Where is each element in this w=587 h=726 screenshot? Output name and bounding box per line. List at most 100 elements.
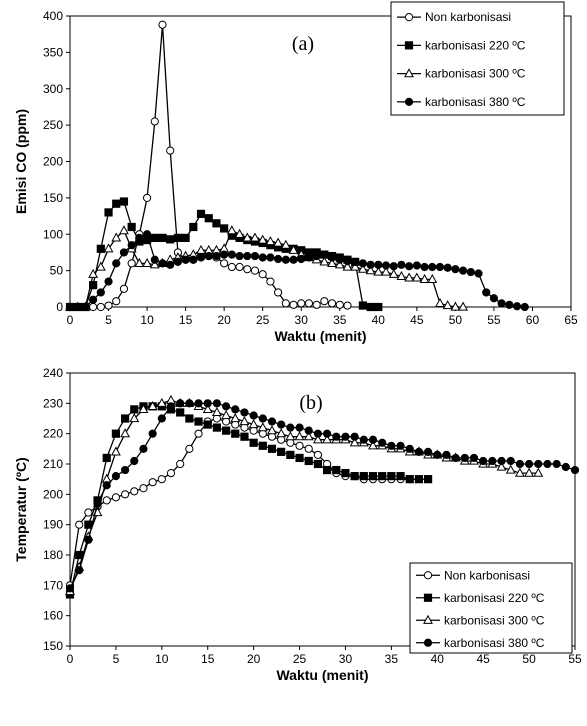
data-point <box>312 300 321 309</box>
data-point <box>533 467 544 477</box>
data-point <box>148 478 157 487</box>
data-point <box>81 302 90 312</box>
data-point <box>248 419 259 429</box>
data-point <box>313 459 323 469</box>
x-tick-label: 20 <box>217 313 231 327</box>
data-point <box>196 253 206 262</box>
x-tick-label: 50 <box>522 652 536 666</box>
data-point <box>157 475 166 484</box>
data-point <box>130 405 139 414</box>
data-point <box>295 441 304 450</box>
data-point <box>334 259 345 269</box>
data-point <box>89 281 98 290</box>
data-point <box>158 233 167 242</box>
legend-label: karbonisasi 380 ºC <box>425 95 526 109</box>
data-point <box>142 230 152 239</box>
x-tick-label: 15 <box>179 313 193 327</box>
data-point <box>150 255 159 264</box>
data-point <box>102 453 111 463</box>
chart-b: 0 5 10 15 20 25 30 35 40 45 50 55 150 160 170 180 190 200… <box>13 366 582 683</box>
data-point <box>450 301 461 311</box>
y-tick-label: 0 <box>56 300 63 314</box>
data-point <box>341 469 350 478</box>
data-point <box>357 263 368 273</box>
data-point <box>435 297 445 307</box>
y-tick-label: 240 <box>43 366 63 380</box>
data-point <box>267 417 277 426</box>
data-point <box>294 431 305 441</box>
data-point <box>327 257 338 267</box>
data-point <box>129 413 140 423</box>
data-point <box>374 260 383 269</box>
data-point <box>96 302 105 312</box>
x-tick-label: 55 <box>568 652 582 666</box>
legend: Non karbonisasi karbonisasi 220 ºC karboni… <box>390 1 565 116</box>
data-point <box>458 301 469 311</box>
data-point <box>428 262 437 272</box>
data-point <box>240 408 249 417</box>
legend-label: Non karbonisasi <box>444 568 530 582</box>
data-point <box>266 277 275 286</box>
data-point <box>359 472 368 481</box>
data-point <box>221 410 232 420</box>
y-tick-label: 210 <box>43 457 63 471</box>
data-point <box>276 428 287 438</box>
data-point <box>203 420 212 429</box>
data-point <box>295 453 304 463</box>
data-point <box>142 257 153 267</box>
data-point <box>127 241 136 250</box>
data-point <box>120 465 130 475</box>
data-point <box>322 434 333 444</box>
data-point <box>524 459 534 469</box>
data-point <box>119 248 129 257</box>
data-point <box>176 399 185 408</box>
data-point <box>389 262 398 271</box>
data-point <box>322 465 332 475</box>
data-point <box>286 423 295 432</box>
y-tick-label: 220 <box>43 427 63 441</box>
data-point <box>488 456 497 466</box>
data-point <box>93 499 102 508</box>
y-tick-label: 400 <box>43 9 63 23</box>
data-point <box>119 284 129 293</box>
legend-label: Non karbonisasi <box>425 10 511 24</box>
series-2 <box>65 402 433 599</box>
data-point <box>119 197 129 206</box>
series-1 <box>65 20 352 312</box>
data-point <box>234 228 245 238</box>
data-point <box>322 429 332 438</box>
data-point <box>89 302 98 312</box>
data-point <box>368 435 378 444</box>
data-point <box>111 232 122 242</box>
data-point <box>373 266 384 276</box>
legend-marker <box>423 593 433 602</box>
data-point <box>274 254 283 264</box>
x-tick-label: 25 <box>256 313 270 327</box>
data-point <box>127 222 136 232</box>
x-tick-label: 0 <box>67 652 74 666</box>
data-point <box>358 301 367 310</box>
data-point <box>250 266 260 275</box>
data-point <box>250 232 260 242</box>
x-tick-label: 10 <box>155 652 169 666</box>
series-line <box>70 24 348 308</box>
data-point <box>221 402 231 411</box>
data-point <box>368 440 378 450</box>
data-point <box>343 257 352 266</box>
data-point <box>514 467 525 477</box>
data-point <box>257 234 268 244</box>
data-point <box>220 259 229 268</box>
data-point <box>84 535 93 544</box>
data-point <box>181 233 190 242</box>
data-point <box>202 403 213 413</box>
data-point <box>397 260 406 269</box>
data-point <box>75 566 84 575</box>
y-tick-label: 150 <box>43 191 63 205</box>
x-tick-label: 40 <box>431 652 445 666</box>
plot-frame <box>69 372 576 647</box>
data-point <box>378 438 387 447</box>
data-point <box>249 438 258 447</box>
legend-box <box>390 1 565 116</box>
data-point <box>112 259 121 268</box>
